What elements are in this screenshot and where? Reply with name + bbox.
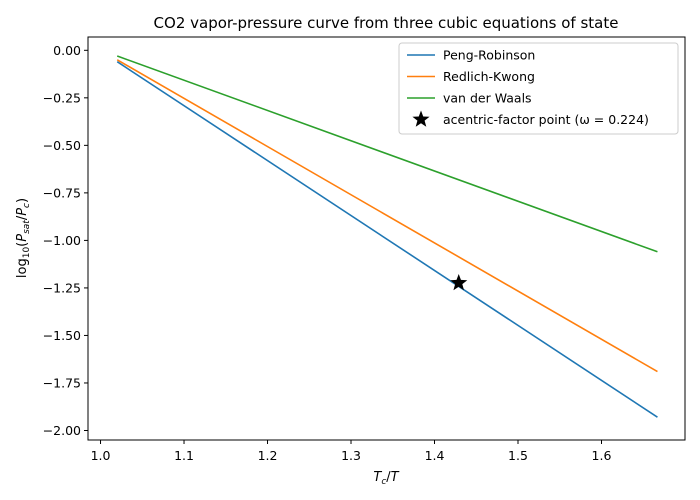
x-tick-label: 1.6 bbox=[592, 448, 612, 463]
x-tick-label: 1.3 bbox=[341, 448, 361, 463]
legend-label-0: Peng-Robinson bbox=[443, 48, 535, 63]
y-tick-label: −1.25 bbox=[43, 280, 81, 295]
series-line-1 bbox=[116, 59, 658, 373]
x-tick-label: 1.0 bbox=[91, 448, 111, 463]
y-tick-label: −0.75 bbox=[43, 185, 81, 200]
legend-frame bbox=[398, 42, 679, 135]
y-tick-label: −0.50 bbox=[43, 138, 81, 153]
legend-label-1: Redlich-Kwong bbox=[443, 69, 535, 84]
x-tick-label: 1.2 bbox=[258, 448, 278, 463]
series-line-0 bbox=[116, 61, 658, 418]
y-tick-label: −1.75 bbox=[43, 375, 81, 390]
y-tick-label: −0.25 bbox=[43, 90, 81, 105]
x-tick-label: 1.1 bbox=[174, 448, 194, 463]
plot-lines bbox=[116, 55, 658, 418]
legend: Peng-Robinson Redlich-Kwong van der Waals a… bbox=[398, 42, 679, 135]
y-tick-label: −1.50 bbox=[43, 328, 81, 343]
plot-frame bbox=[87, 36, 686, 441]
legend-label-2: van der Waals bbox=[443, 91, 532, 106]
x-axis-label: Tc/T bbox=[373, 470, 399, 487]
y-axis-label: log10(Psat/Pc) bbox=[15, 198, 32, 278]
y-tick-label: −2.00 bbox=[43, 423, 81, 438]
x-tick-label: 1.4 bbox=[425, 448, 445, 463]
legend-marker-star bbox=[412, 110, 430, 127]
y-tick-label: 0.00 bbox=[53, 43, 81, 58]
y-tick-label: −1.00 bbox=[43, 233, 81, 248]
legend-label-marker: acentric-factor point (ω = 0.224) bbox=[443, 112, 649, 127]
series-line-2 bbox=[116, 55, 658, 253]
marker-star bbox=[450, 273, 468, 291]
plot-marker bbox=[450, 273, 468, 291]
y-axis: 0.00 −0.25 −0.50 −0.75 −1.00 −1.25 −1.50 −1.75 −… bbox=[43, 43, 88, 438]
x-axis: 1.0 1.1 1.2 1.3 1.4 1.5 1.6 bbox=[91, 440, 612, 463]
x-tick-label: 1.5 bbox=[508, 448, 528, 463]
chart-title: CO2 vapor-pressure curve from three cubi… bbox=[154, 14, 619, 32]
